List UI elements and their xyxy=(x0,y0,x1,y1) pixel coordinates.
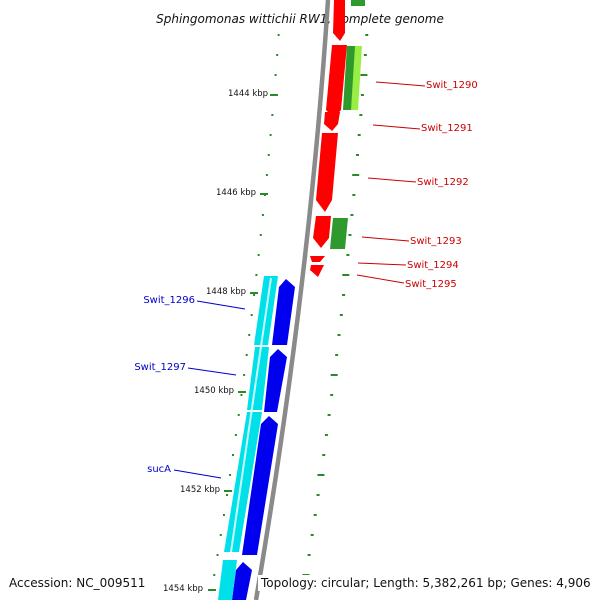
ruler-label-1446: 1446 kbp xyxy=(216,188,256,198)
ruler-major-ticks xyxy=(208,94,278,591)
gene-bottom-fragment xyxy=(218,560,237,600)
cds-top-fragment xyxy=(333,0,345,41)
label-swit-1290: Swit_1290 xyxy=(426,80,478,91)
cds-swit-1293 xyxy=(313,216,331,248)
cds-bottom-fragment xyxy=(232,562,252,600)
gene-track xyxy=(218,276,278,600)
callout-line-swit-1293 xyxy=(361,236,410,242)
callout-line-swit-1292 xyxy=(367,177,417,183)
cds-swit-1292 xyxy=(316,133,338,212)
ruler-label-1452: 1452 kbp xyxy=(180,485,220,495)
label-swit-1296: Swit_1296 xyxy=(143,295,195,306)
right-callouts: Swit_1290 Swit_1291 Swit_1292 Swit_1293 … xyxy=(356,80,478,290)
callout-line-swit-1295 xyxy=(356,274,405,284)
ruler-label-1448: 1448 kbp xyxy=(206,287,246,297)
cds-swit-1297 xyxy=(264,349,287,412)
reverse-cds-track xyxy=(232,279,295,600)
label-swit-1297: Swit_1297 xyxy=(134,362,186,373)
label-suca: sucA xyxy=(147,464,171,475)
gene-suca xyxy=(224,412,262,552)
label-swit-1291: Swit_1291 xyxy=(421,123,473,134)
gene-green-1290 xyxy=(343,46,355,110)
gene-green-1293 xyxy=(330,218,348,249)
ruler-labels: 1444 kbp 1446 kbp 1448 kbp 1450 kbp 1452… xyxy=(163,89,268,594)
forward-cds-track xyxy=(310,0,347,277)
gene-highlight xyxy=(230,277,272,553)
ruler-label-1454: 1454 kbp xyxy=(163,584,203,594)
ruler-label-1450: 1450 kbp xyxy=(194,386,234,396)
cds-swit-1295 xyxy=(310,265,324,277)
label-swit-1293: Swit_1293 xyxy=(410,236,462,247)
topology-backdrop xyxy=(258,575,592,591)
topology-text: Topology: circular; Length: 5,382,261 bp… xyxy=(260,576,591,590)
label-swit-1295: Swit_1295 xyxy=(405,279,457,290)
accession-text: Accession: NC_009511 xyxy=(9,576,145,590)
callout-line-swit-1296 xyxy=(196,300,246,310)
callout-line-suca xyxy=(173,469,222,479)
cds-swit-1290 xyxy=(326,45,347,118)
genome-backbone xyxy=(253,0,331,600)
cds-suca xyxy=(242,416,278,555)
ruler-label-1444: 1444 kbp xyxy=(228,89,268,99)
cds-swit-1296 xyxy=(272,279,295,345)
ruler-ticks-left xyxy=(213,34,280,576)
label-swit-1292: Swit_1292 xyxy=(417,177,469,188)
label-swit-1294: Swit_1294 xyxy=(407,260,459,271)
callout-line-swit-1291 xyxy=(372,124,421,130)
callout-line-swit-1294 xyxy=(357,262,407,266)
cds-swit-1294 xyxy=(310,256,325,262)
callout-line-swit-1297 xyxy=(187,367,237,376)
callout-line-swit-1290 xyxy=(375,81,426,87)
left-callouts: Swit_1296 Swit_1297 sucA xyxy=(134,295,246,479)
rna-feature-top xyxy=(351,0,365,6)
map-title: Sphingomonas wittichii RW1, complete gen… xyxy=(156,12,444,26)
gene-swit-1297 xyxy=(247,347,269,410)
cds-swit-1291 xyxy=(324,112,340,131)
